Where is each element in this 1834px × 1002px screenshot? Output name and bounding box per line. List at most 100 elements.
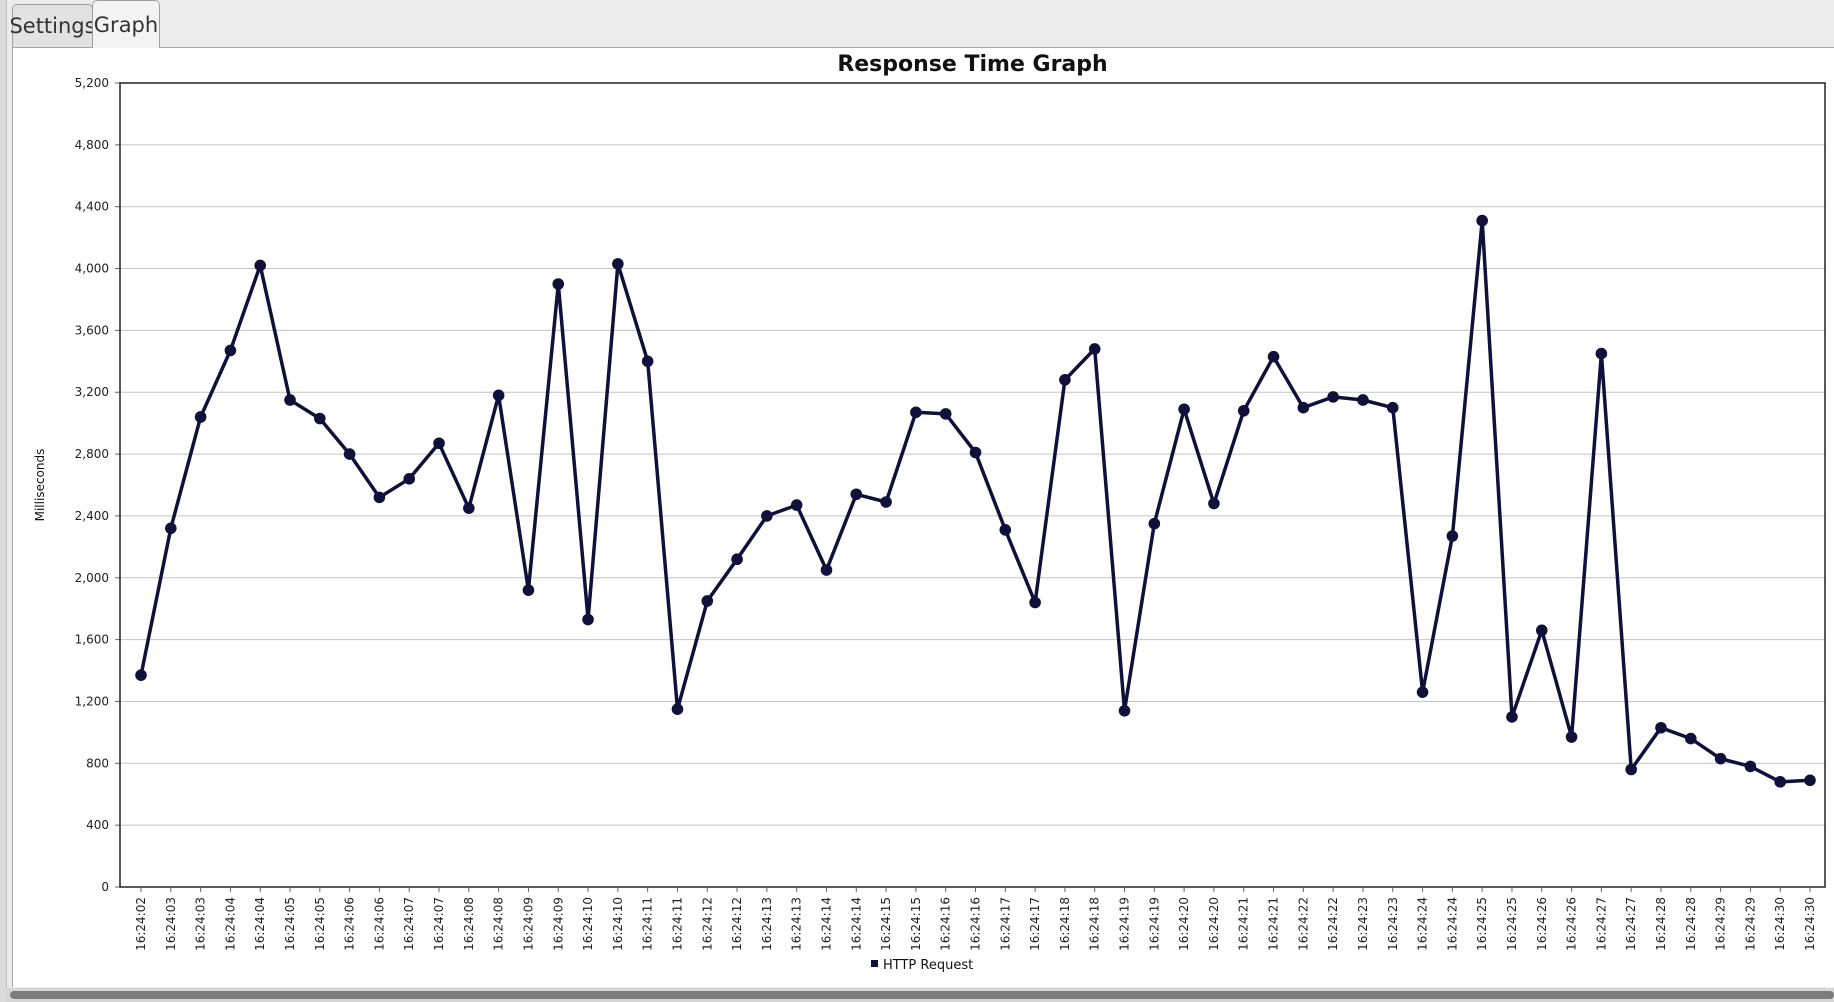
x-tick-label: 16:24:21 (1237, 897, 1251, 951)
x-tick-label: 16:24:17 (998, 897, 1012, 951)
x-tick-label: 16:24:27 (1594, 897, 1608, 951)
legend-marker (871, 960, 878, 967)
x-tick-label: 16:24:24 (1416, 897, 1430, 951)
x-tick-label: 16:24:05 (283, 897, 297, 951)
data-point (1774, 776, 1786, 788)
y-tick-label: 2,000 (75, 571, 109, 585)
x-tick-label: 16:24:26 (1565, 897, 1579, 951)
data-point (671, 703, 684, 715)
x-tick-label: 16:24:10 (581, 897, 595, 951)
x-tick-label: 16:24:08 (492, 897, 506, 951)
x-tick-label: 16:24:20 (1177, 897, 1191, 951)
data-point (1148, 517, 1161, 530)
data-point (165, 522, 177, 535)
x-tick-label: 16:24:21 (1267, 897, 1281, 951)
data-point (254, 259, 267, 272)
scrollbar-thumb[interactable] (10, 991, 1834, 999)
x-tick-label: 16:24:11 (641, 897, 655, 951)
data-point (1237, 404, 1250, 417)
x-tick-label: 16:24:04 (253, 897, 267, 951)
x-tick-label: 16:24:27 (1624, 897, 1638, 951)
x-tick-label: 16:24:29 (1714, 897, 1728, 951)
data-point (373, 491, 386, 504)
graph-panel: Response Time Graph 0 400 800 1,200 1,600 2,00… (12, 47, 1834, 987)
x-tick-label: 16:24:30 (1773, 897, 1787, 951)
data-point (969, 446, 982, 459)
y-tick-label: 4,400 (75, 200, 109, 214)
data-point (790, 499, 803, 511)
data-point (880, 496, 892, 508)
x-tick-label: 16:24:18 (1088, 897, 1102, 951)
y-tick-label: 2,800 (75, 447, 109, 461)
y-tick-label: 1,600 (75, 633, 109, 647)
y-tick-label: 2,400 (75, 509, 109, 523)
x-tick-label: 16:24:13 (790, 897, 804, 951)
tab-settings[interactable]: Settings (9, 4, 96, 47)
x-tick-label: 16:24:12 (730, 897, 744, 951)
x-tick-label: 16:24:12 (700, 897, 714, 951)
x-tick-label: 16:24:26 (1535, 897, 1549, 951)
data-point (850, 488, 863, 501)
data-point (1178, 403, 1190, 416)
x-tick-label: 16:24:23 (1386, 897, 1400, 951)
window-left-edge (0, 0, 7, 1002)
data-point (701, 595, 714, 607)
data-point (135, 669, 147, 681)
x-tick-label: 16:24:24 (1445, 897, 1459, 951)
chart-title: Response Time Graph (837, 52, 1107, 77)
x-tick-label: 16:24:25 (1505, 897, 1519, 951)
x-tick-label: 16:24:10 (611, 897, 625, 951)
data-point (1744, 760, 1757, 773)
x-tick-label: 16:24:03 (194, 897, 208, 951)
data-point (224, 344, 237, 357)
x-tick-label: 16:24:14 (849, 897, 863, 951)
x-tick-label: 16:24:28 (1654, 897, 1668, 951)
data-point (731, 553, 743, 566)
data-point (1327, 391, 1339, 403)
data-point (1386, 401, 1399, 414)
y-axis-label: Milliseconds (33, 449, 47, 522)
plot-area (119, 82, 1826, 888)
data-point (1029, 596, 1041, 609)
x-tick-label: 16:24:22 (1296, 897, 1310, 951)
y-tick-label: 800 (86, 756, 109, 770)
x-tick-label: 16:24:18 (1058, 897, 1072, 951)
data-point (582, 613, 594, 626)
data-point (433, 437, 445, 450)
data-point (1684, 732, 1697, 745)
data-point (1595, 347, 1608, 360)
data-point (1059, 374, 1071, 386)
data-point (1208, 497, 1220, 510)
data-point (641, 355, 654, 368)
data-point (1357, 394, 1369, 406)
x-tick-label: 16:24:19 (1118, 897, 1132, 951)
data-point (463, 502, 475, 514)
data-point (939, 408, 952, 420)
data-point (194, 411, 207, 423)
data-point (284, 394, 296, 406)
horizontal-scrollbar[interactable] (6, 988, 1834, 1002)
x-tick-label: 16:24:09 (521, 897, 535, 951)
data-point (343, 448, 356, 460)
y-tick-label: 3,200 (75, 385, 109, 399)
data-point (1535, 624, 1548, 637)
x-tick-label: 16:24:06 (343, 897, 357, 951)
x-tick-label: 16:24:19 (1147, 897, 1161, 951)
data-point (314, 412, 326, 425)
x-tick-label: 16:24:06 (372, 897, 386, 951)
data-point (1088, 343, 1101, 355)
data-point (1804, 774, 1816, 787)
tab-graph[interactable]: Graph (92, 0, 160, 48)
data-point (1476, 214, 1488, 227)
data-point (1416, 686, 1429, 698)
x-tick-label: 16:24:02 (134, 897, 148, 951)
x-tick-label: 16:24:15 (909, 897, 923, 951)
data-point (1565, 731, 1578, 743)
x-tick-label: 16:24:16 (969, 897, 983, 951)
data-point (999, 524, 1012, 536)
x-tick-label: 16:24:09 (551, 897, 565, 951)
x-tick-label: 16:24:22 (1326, 897, 1340, 951)
data-point (1118, 704, 1131, 717)
tab-bar: Settings Graph (9, 0, 1834, 48)
data-point (761, 510, 773, 522)
